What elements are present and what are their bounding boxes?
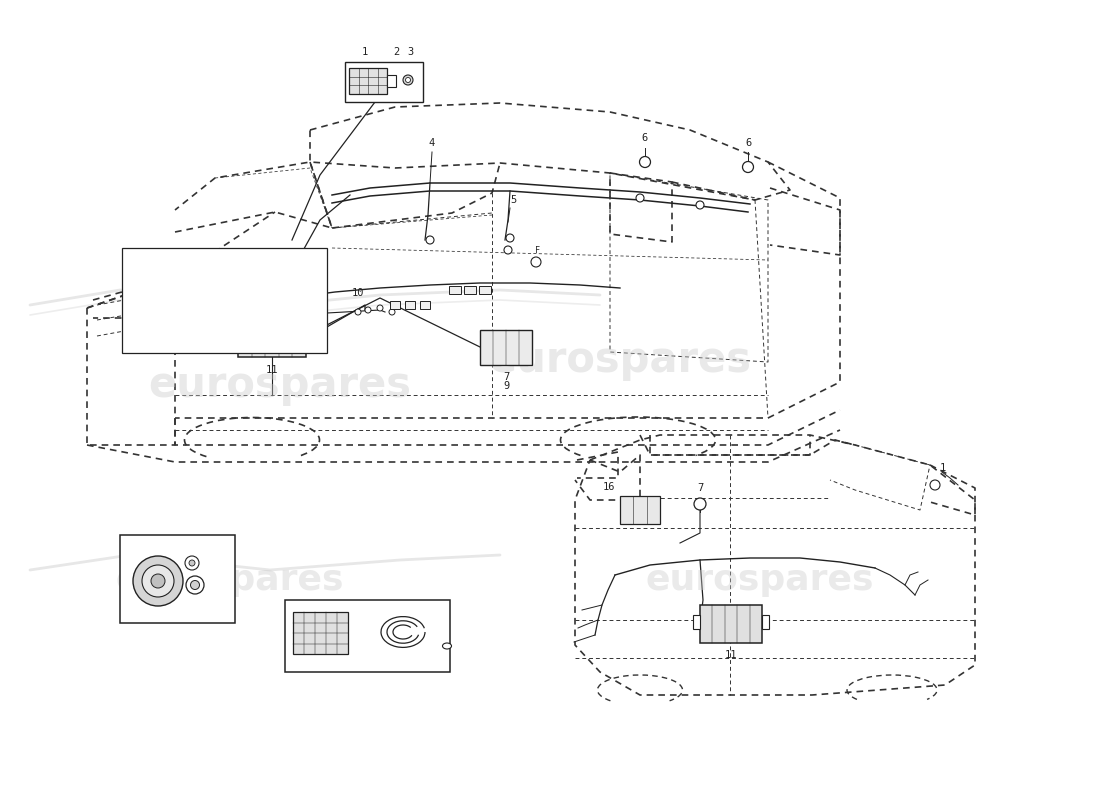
Bar: [345, 62, 424, 102]
Text: -VEDI TAV. AMMORTIZZ.: -VEDI TAV. AMMORTIZZ.: [128, 256, 249, 265]
Circle shape: [186, 576, 204, 594]
Text: 11: 11: [725, 650, 737, 660]
Circle shape: [696, 201, 704, 209]
Text: F: F: [535, 246, 539, 255]
Text: 6: 6: [642, 133, 648, 143]
Text: REAR SHOC: REAR SHOC: [128, 321, 186, 330]
Text: 10: 10: [352, 288, 364, 298]
Bar: [390, 301, 400, 309]
Text: 2: 2: [393, 47, 399, 57]
Bar: [238, 315, 306, 357]
Text: A REGOLAZ. ELETTRONICA: A REGOLAZ. ELETTRONICA: [128, 269, 261, 278]
Circle shape: [151, 574, 165, 588]
Bar: [120, 535, 235, 623]
Bar: [306, 325, 313, 339]
Text: 1: 1: [940, 463, 946, 473]
Bar: [285, 600, 450, 672]
Circle shape: [355, 309, 361, 315]
Text: 6: 6: [745, 138, 751, 148]
Circle shape: [504, 246, 512, 254]
Bar: [693, 615, 700, 629]
Circle shape: [406, 78, 410, 82]
Circle shape: [185, 556, 199, 570]
Circle shape: [133, 556, 183, 606]
Text: 11: 11: [266, 365, 278, 375]
Circle shape: [189, 560, 195, 566]
Circle shape: [694, 498, 706, 510]
Bar: [293, 612, 348, 654]
Bar: [464, 286, 476, 294]
Circle shape: [389, 309, 395, 315]
Circle shape: [531, 257, 541, 267]
Ellipse shape: [442, 643, 451, 649]
Bar: [480, 330, 532, 365]
Bar: [620, 496, 660, 524]
Text: 7: 7: [503, 372, 509, 382]
Bar: [449, 286, 461, 294]
Text: eurospares: eurospares: [148, 364, 411, 406]
Text: 8: 8: [404, 605, 410, 615]
Text: 12: 12: [129, 543, 141, 553]
Bar: [405, 301, 415, 309]
Circle shape: [403, 75, 412, 85]
Bar: [349, 68, 387, 94]
Text: 4: 4: [429, 138, 436, 148]
Circle shape: [636, 194, 644, 202]
Bar: [478, 286, 491, 294]
Circle shape: [377, 305, 383, 311]
Text: 1: 1: [362, 47, 369, 57]
Bar: [700, 605, 762, 643]
Circle shape: [930, 480, 940, 490]
Text: ADJUSTMENT: ADJUSTMENT: [128, 308, 191, 317]
Text: 14: 14: [182, 607, 195, 617]
Text: 15: 15: [314, 605, 327, 615]
Text: 7: 7: [697, 483, 703, 493]
Circle shape: [426, 236, 434, 244]
Text: 16: 16: [603, 482, 615, 492]
Text: 9: 9: [503, 381, 509, 391]
Circle shape: [190, 581, 199, 590]
Bar: [762, 615, 769, 629]
Text: ABSORB.: ABSORB.: [128, 334, 174, 343]
Text: 3: 3: [407, 47, 414, 57]
Circle shape: [365, 307, 371, 313]
Text: 5: 5: [510, 195, 516, 205]
Circle shape: [639, 157, 650, 167]
Circle shape: [506, 234, 514, 242]
Circle shape: [742, 162, 754, 173]
Text: 13: 13: [186, 543, 198, 553]
Circle shape: [142, 565, 174, 597]
Text: -SEE TABLE ELECTR.: -SEE TABLE ELECTR.: [128, 295, 231, 304]
Text: eurospares: eurospares: [116, 563, 344, 597]
Text: eurospares: eurospares: [646, 563, 874, 597]
Bar: [420, 301, 430, 309]
Bar: [387, 75, 396, 87]
Bar: [122, 248, 327, 353]
Text: eurospares: eurospares: [488, 339, 751, 381]
